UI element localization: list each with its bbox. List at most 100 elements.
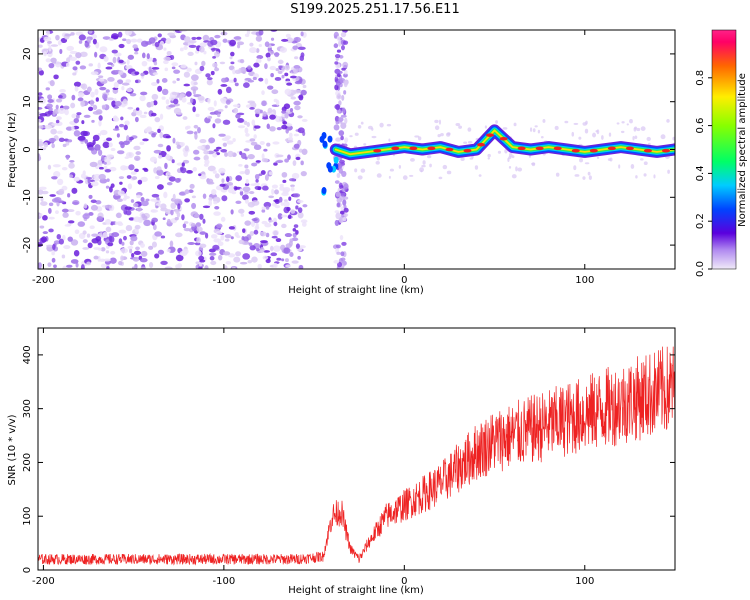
noise-speckle [337, 117, 344, 122]
noise-speckle [341, 107, 346, 114]
noise-speckle [342, 61, 349, 69]
noise-speckle [97, 62, 101, 69]
noise-speckle [120, 142, 125, 149]
noise-speckle [89, 161, 98, 168]
noise-speckle [171, 66, 176, 70]
noise-speckle [225, 99, 231, 105]
ridge-hotspot [463, 148, 472, 153]
noise-speckle [422, 160, 426, 165]
noise-speckle [224, 238, 230, 242]
noise-speckle [337, 70, 343, 74]
noise-speckle [232, 104, 240, 108]
noise-speckle [271, 89, 279, 95]
noise-speckle [277, 59, 284, 65]
noise-speckle [128, 217, 135, 221]
noise-speckle [47, 164, 52, 170]
noise-speckle [110, 183, 115, 188]
noise-speckle [343, 183, 349, 190]
noise-speckle [297, 207, 303, 213]
noise-speckle [193, 149, 200, 155]
noise-speckle [513, 122, 517, 127]
noise-speckle [105, 250, 110, 254]
noise-speckle [157, 85, 163, 92]
snr-xtick-label: -100 [213, 576, 236, 587]
noise-speckle [110, 147, 116, 152]
noise-speckle [247, 100, 256, 104]
noise-speckle [50, 44, 59, 47]
noise-speckle [209, 256, 215, 261]
noise-speckle [284, 72, 289, 77]
noise-speckle [666, 118, 670, 123]
noise-speckle [114, 100, 122, 107]
noise-speckle [182, 159, 190, 164]
noise-speckle [125, 209, 132, 216]
noise-speckle [49, 194, 56, 197]
noise-speckle [222, 142, 228, 147]
noise-speckle [98, 120, 102, 127]
noise-speckle [70, 239, 79, 246]
noise-speckle [76, 112, 82, 116]
noise-speckle [183, 227, 191, 232]
noise-speckle [225, 86, 232, 94]
noise-speckle [639, 158, 644, 161]
noise-speckle [261, 209, 266, 213]
noise-speckle [88, 212, 94, 216]
noise-speckle [55, 98, 63, 103]
noise-speckle [262, 111, 267, 117]
noise-speckle [127, 245, 134, 250]
noise-speckle [157, 143, 164, 148]
ridge-blob [327, 135, 333, 143]
noise-speckle [230, 236, 234, 240]
noise-speckle [264, 41, 270, 48]
noise-speckle [338, 100, 342, 106]
noise-speckle [83, 203, 88, 209]
noise-speckle [571, 131, 575, 137]
noise-speckle [96, 216, 103, 222]
snr-ytick-label: 400 [22, 345, 33, 364]
noise-speckle [57, 40, 62, 46]
noise-speckle [213, 201, 218, 205]
ridge-hotspot [499, 136, 508, 141]
noise-speckle [106, 137, 113, 142]
noise-speckle [288, 240, 293, 247]
noise-speckle [164, 266, 173, 269]
noise-speckle [286, 82, 293, 86]
noise-speckle [73, 176, 80, 182]
noise-speckle [196, 36, 202, 40]
noise-speckle [91, 119, 95, 123]
noise-speckle [229, 39, 237, 46]
spectrogram-signal-ridge [319, 124, 675, 196]
noise-speckle [376, 173, 382, 178]
noise-speckle [297, 255, 301, 260]
noise-speckle [104, 219, 112, 225]
noise-speckle [194, 61, 198, 66]
noise-speckle [256, 55, 264, 60]
noise-speckle [285, 264, 292, 268]
noise-speckle [160, 203, 167, 210]
snr-ytick-label: 300 [22, 399, 33, 418]
noise-speckle [293, 67, 299, 74]
noise-speckle [295, 76, 300, 81]
noise-speckle [38, 44, 43, 48]
noise-speckle [360, 168, 366, 173]
noise-speckle [217, 241, 224, 247]
noise-speckle [220, 149, 228, 153]
noise-speckle [253, 134, 257, 139]
noise-speckle [339, 210, 345, 215]
noise-speckle [276, 126, 282, 131]
noise-speckle [217, 88, 223, 95]
noise-speckle [225, 260, 232, 265]
ridge-hotspot [535, 146, 544, 151]
noise-speckle [217, 254, 223, 261]
noise-speckle [139, 258, 148, 263]
noise-speckle [634, 126, 638, 130]
noise-speckle [242, 186, 251, 192]
noise-speckle [289, 132, 293, 138]
noise-speckle [255, 58, 262, 64]
noise-speckle [636, 127, 641, 132]
noise-speckle [208, 199, 213, 207]
noise-speckle [223, 265, 228, 269]
snr-plot-area [38, 328, 675, 570]
noise-speckle [239, 66, 247, 74]
noise-speckle [38, 125, 44, 129]
